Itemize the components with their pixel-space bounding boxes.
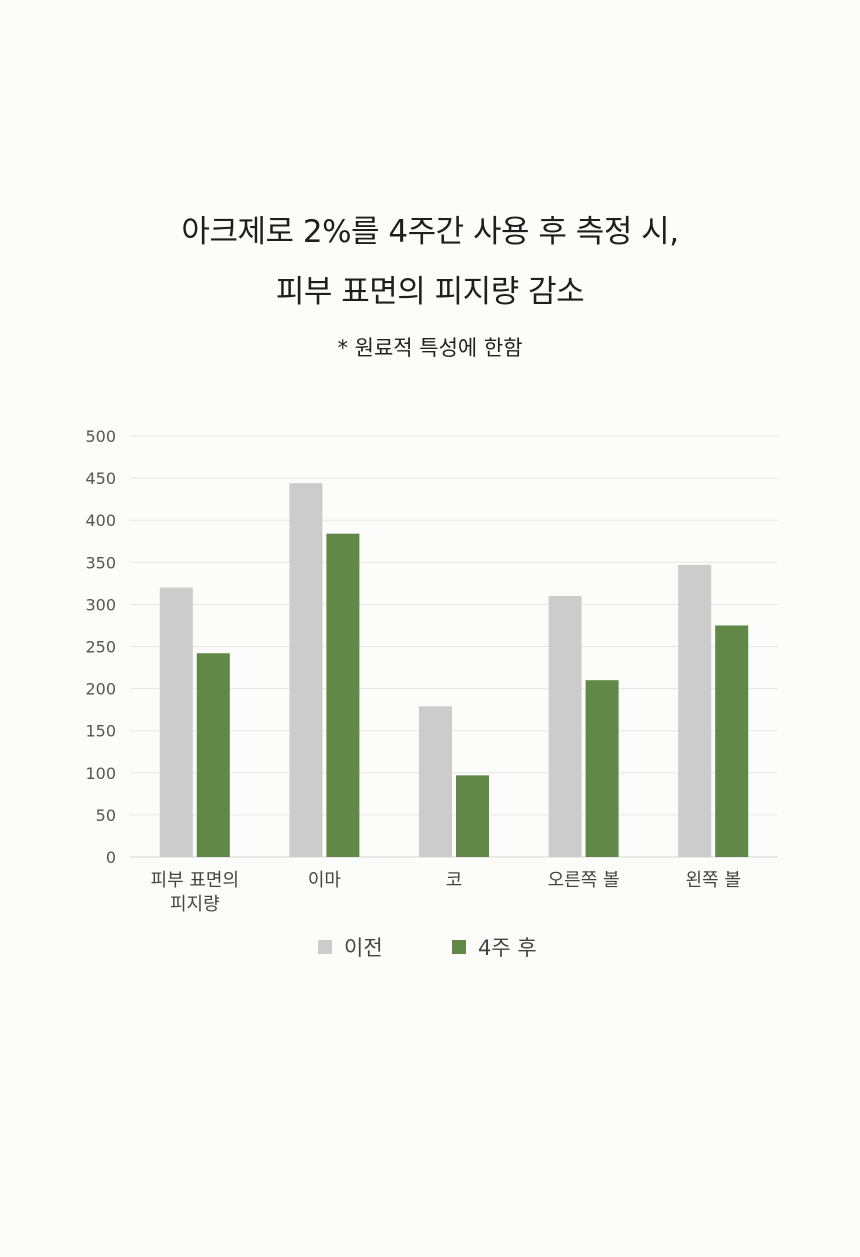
bar-after-2 [456, 775, 489, 857]
bar-after-0 [196, 653, 230, 857]
bar-before-0 [159, 587, 193, 857]
bar-before-1 [289, 483, 323, 857]
y-tick-label: 400 [85, 511, 116, 530]
chart-title-line-1: 아크제로 2%를 4주간 사용 후 측정 시, [181, 214, 679, 250]
y-tick-label: 150 [85, 722, 116, 741]
bar-after-3 [585, 680, 619, 857]
y-tick-label: 50 [96, 806, 116, 825]
y-tick-label: 450 [85, 469, 116, 488]
y-tick-label: 100 [85, 764, 116, 783]
bar-after-4 [715, 625, 749, 857]
chart-title-line-2: 피부 표면의 피지량 감소 [275, 274, 585, 310]
y-tick-label: 250 [85, 638, 116, 657]
bar-before-4 [678, 564, 712, 857]
y-axis-ticks: 0 50 100 150 200 250 300 350 400 450 500 [85, 427, 116, 867]
legend-swatch [318, 940, 332, 954]
x-category-label: 이마 [308, 870, 342, 891]
y-tick-label: 350 [85, 553, 116, 572]
legend-label: 이전 [344, 936, 383, 960]
y-tick-label: 300 [85, 595, 116, 614]
y-tick-label: 200 [85, 680, 116, 699]
bars [159, 483, 749, 857]
bar-before-2 [419, 706, 452, 857]
x-category-label: 피부 표면의 [151, 870, 240, 891]
legend: 이전 4주 후 [318, 936, 537, 960]
x-category-label: 피지량 [170, 894, 220, 915]
chart-footnote: * 원료적 특성에 한함 [337, 336, 523, 360]
legend-label: 4주 후 [478, 936, 537, 960]
bar-before-3 [548, 595, 582, 857]
y-tick-label: 500 [85, 427, 116, 446]
y-tick-label: 0 [106, 848, 116, 867]
x-category-label: 오른쪽 볼 [548, 870, 620, 891]
x-category-label: 왼쪽 볼 [685, 870, 740, 891]
x-category-label: 코 [446, 870, 463, 891]
bar-after-1 [326, 533, 360, 857]
legend-swatch [452, 940, 466, 954]
gridlines [130, 435, 778, 858]
